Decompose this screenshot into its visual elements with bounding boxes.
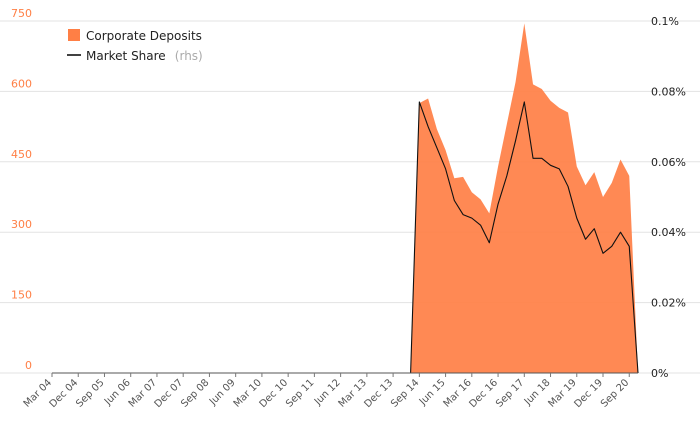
x-tick-label: Dec 10 <box>258 377 291 410</box>
x-tick-label: Sep 14 <box>389 377 421 409</box>
x-tick-label: Dec 04 <box>48 377 81 410</box>
x-tick-label: Dec 07 <box>153 377 186 410</box>
area-series-group <box>52 23 638 373</box>
y-left-tick-label: 600 <box>11 77 32 90</box>
y-right-tick-label: 0.08% <box>651 85 686 98</box>
x-tick-label: Sep 20 <box>599 377 631 409</box>
legend-suffix-rhs: (rhs) <box>175 49 203 63</box>
legend: Corporate Deposits Market Share (rhs) <box>67 29 203 64</box>
y-right-tick-label: 0% <box>651 367 668 380</box>
x-tick-label: Dec 13 <box>363 377 396 410</box>
y-left-tick-label: 300 <box>11 218 32 231</box>
x-tick-label: Dec 16 <box>467 377 500 410</box>
y-right-tick-label: 0.02% <box>651 297 686 310</box>
y-left-tick-label: 150 <box>11 289 32 302</box>
y-right-tick-label: 0.04% <box>651 226 686 239</box>
y-right-tick-label: 0.06% <box>651 156 686 169</box>
y-right-tick-label: 0.1% <box>651 15 679 28</box>
x-tick-label: Dec 19 <box>572 377 605 410</box>
y-left-tick-label: 0 <box>25 359 32 372</box>
series-area-corporate-deposits <box>52 23 638 373</box>
legend-label-corporate-deposits: Corporate Deposits <box>86 29 202 43</box>
legend-label-market-share: Market Share <box>86 49 166 63</box>
legend-entry-market-share: Market Share (rhs) <box>86 45 203 64</box>
y-axis-left: 0 150 300 450 600 750 <box>11 7 32 372</box>
y-left-tick-label: 450 <box>11 148 32 161</box>
y-left-tick-label: 750 <box>11 7 32 20</box>
x-tick-label: Sep 08 <box>179 377 211 409</box>
x-tick-label: Sep 17 <box>494 377 526 409</box>
x-tick-label: Sep 11 <box>284 377 316 409</box>
x-tick-label: Sep 05 <box>74 377 106 409</box>
y-axis-right: 0% 0.02% 0.04% 0.06% 0.08% 0.1% <box>651 15 686 380</box>
legend-swatch-corporate-deposits <box>68 29 80 41</box>
